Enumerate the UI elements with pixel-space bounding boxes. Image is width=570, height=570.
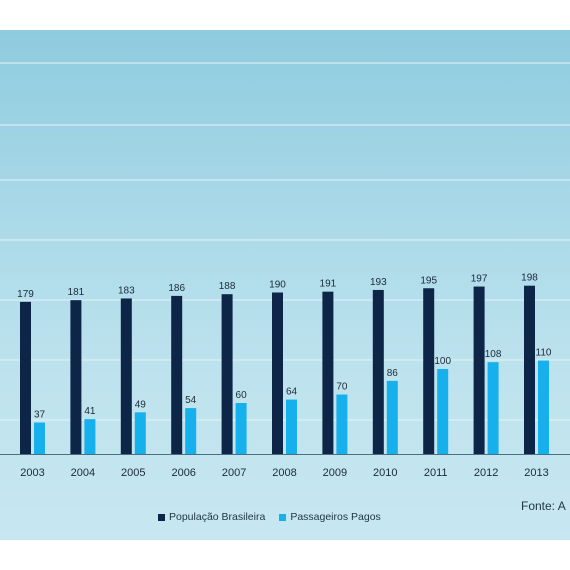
bar-passageiros-label: 49 xyxy=(135,399,147,410)
bar-populacao-label: 186 xyxy=(168,283,185,294)
bar-passageiros-label: 60 xyxy=(236,390,248,401)
bar-populacao-label: 190 xyxy=(269,280,286,291)
x-tick-labels: 2003 2004 2005 2006 2007 2008 2009 2010 2011 2012… xyxy=(20,467,548,479)
bar-populacao xyxy=(524,285,535,454)
x-tick-label: 2012 xyxy=(474,467,498,479)
bar-populacao xyxy=(423,288,435,454)
bar-populacao xyxy=(20,301,31,454)
bar-passageiros xyxy=(185,408,197,454)
x-tick-label: 2004 xyxy=(71,467,95,479)
bar-passageiros-label: 37 xyxy=(34,410,46,421)
bar-populacao xyxy=(473,286,485,454)
bar-populacao-label: 197 xyxy=(471,274,488,285)
bar-chart: 179 37 181 41 183 49 186 54 188 60 190 64 191 70 193 86… xyxy=(0,62,570,479)
bar-passageiros-label: 70 xyxy=(336,382,348,393)
x-tick-label: 2010 xyxy=(373,467,397,479)
x-tick-label: 2008 xyxy=(272,467,296,479)
bar-populacao xyxy=(70,300,82,454)
bar-passageiros xyxy=(336,394,348,454)
legend-swatch-passageiros xyxy=(279,513,287,521)
bar-passageiros xyxy=(386,380,398,454)
bar-passageiros-label: 86 xyxy=(387,368,399,379)
bar-populacao-label: 188 xyxy=(219,281,236,292)
legend-label-populacao: População Brasileira xyxy=(169,511,266,523)
bar-passageiros xyxy=(34,422,45,454)
bar-populacao-label: 191 xyxy=(320,279,337,290)
bar-passageiros xyxy=(487,362,499,454)
bar-passageiros xyxy=(134,412,146,454)
chart-panel: 179 37 181 41 183 49 186 54 188 60 190 64 191 70 193 86… xyxy=(0,30,570,540)
value-labels: 179 37 181 41 183 49 186 54 188 60 190 64 191 70 193 86… xyxy=(17,273,552,421)
bar-passageiros-label: 54 xyxy=(185,395,197,406)
bar-populacao-label: 195 xyxy=(420,275,437,286)
x-tick-label: 2007 xyxy=(222,467,246,479)
legend-item-passageiros: Passageiros Pagos xyxy=(279,511,381,523)
bar-populacao xyxy=(171,295,183,454)
bar-populacao-label: 183 xyxy=(118,285,135,296)
x-tick-label: 2009 xyxy=(323,467,347,479)
bar-populacao xyxy=(120,298,132,454)
bar-populacao xyxy=(272,292,283,454)
legend-swatch-populacao xyxy=(158,513,165,521)
bar-passageiros xyxy=(235,403,247,454)
bar-populacao xyxy=(221,294,233,454)
bar-populacao-label: 179 xyxy=(17,289,34,300)
bar-passageiros xyxy=(286,399,297,454)
bar-passageiros xyxy=(538,360,549,454)
bar-passageiros xyxy=(437,369,449,454)
x-tick-label: 2005 xyxy=(121,467,145,479)
bar-passageiros-label: 64 xyxy=(286,387,298,398)
bar-populacao-label: 181 xyxy=(68,287,85,298)
bar-passageiros-label: 110 xyxy=(536,348,552,359)
bar-passageiros-label: 100 xyxy=(434,356,451,367)
legend: População Brasileira Passageiros Pagos xyxy=(158,511,381,523)
bar-populacao-label: 198 xyxy=(521,273,538,284)
bar-populacao xyxy=(322,291,334,454)
x-tick-label: 2011 xyxy=(424,467,448,479)
x-tick-label: 2013 xyxy=(524,467,548,479)
x-tick-label: 2003 xyxy=(20,467,44,479)
bar-passageiros-label: 41 xyxy=(84,406,96,417)
bar-populacao xyxy=(372,289,384,454)
legend-label-passageiros: Passageiros Pagos xyxy=(290,511,381,523)
x-tick-label: 2006 xyxy=(171,467,195,479)
source-note: Fonte: A xyxy=(521,499,566,513)
legend-item-populacao: População Brasileira xyxy=(158,511,265,523)
bar-populacao-label: 193 xyxy=(370,277,387,288)
bar-passageiros-label: 108 xyxy=(485,349,502,360)
bar-passageiros xyxy=(84,419,96,454)
bars xyxy=(20,285,549,454)
